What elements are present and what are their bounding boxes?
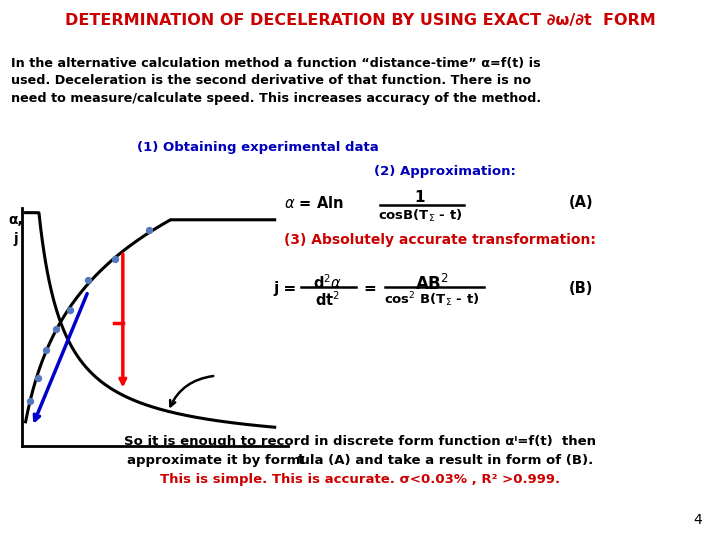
Text: DETERMINATION OF DECELERATION BY USING EXACT ∂ω/∂t  FORM: DETERMINATION OF DECELERATION BY USING E…: [65, 14, 655, 29]
Text: j =: j =: [274, 281, 297, 296]
Text: dt$^2$: dt$^2$: [315, 291, 340, 309]
Text: (2) Approximation:: (2) Approximation:: [374, 165, 516, 178]
Point: [109, 255, 121, 264]
Text: cos$^2$ B(T$_\Sigma$ - t): cos$^2$ B(T$_\Sigma$ - t): [384, 291, 480, 309]
Point: [32, 374, 43, 382]
Text: 4: 4: [693, 512, 702, 526]
Text: cosB(T$_\Sigma$ - t): cosB(T$_\Sigma$ - t): [377, 208, 462, 224]
Text: $\alpha$ = Aln: $\alpha$ = Aln: [284, 195, 344, 212]
Text: t: t: [298, 453, 305, 467]
Point: [64, 306, 76, 314]
Text: d$^2\alpha$: d$^2\alpha$: [313, 274, 342, 293]
Text: So it is enough to record in discrete form function αᴵ=f(t)  then: So it is enough to record in discrete fo…: [124, 435, 596, 448]
Text: α,: α,: [8, 213, 23, 227]
Point: [24, 396, 35, 405]
Point: [144, 226, 156, 234]
Point: [40, 346, 51, 354]
Text: This is simple. This is accurate. σ<0.03% , R² >0.999.: This is simple. This is accurate. σ<0.03…: [160, 472, 560, 485]
Text: AB$^2$: AB$^2$: [415, 274, 449, 294]
Text: 1: 1: [415, 190, 425, 205]
Text: (A): (A): [569, 195, 593, 211]
Text: approximate it by formula (A) and take a result in form of (B).: approximate it by formula (A) and take a…: [127, 454, 593, 467]
Text: (B): (B): [569, 281, 593, 296]
Point: [50, 325, 62, 333]
Text: =: =: [364, 281, 377, 296]
Text: In the alternative calculation method a function “distance-time” α=f(t) is
used.: In the alternative calculation method a …: [11, 57, 541, 105]
Text: j: j: [14, 232, 18, 246]
Text: (3) Absolutely accurate transformation:: (3) Absolutely accurate transformation:: [284, 233, 596, 247]
Point: [82, 276, 94, 285]
Text: (1) Obtaining experimental data: (1) Obtaining experimental data: [137, 141, 379, 154]
